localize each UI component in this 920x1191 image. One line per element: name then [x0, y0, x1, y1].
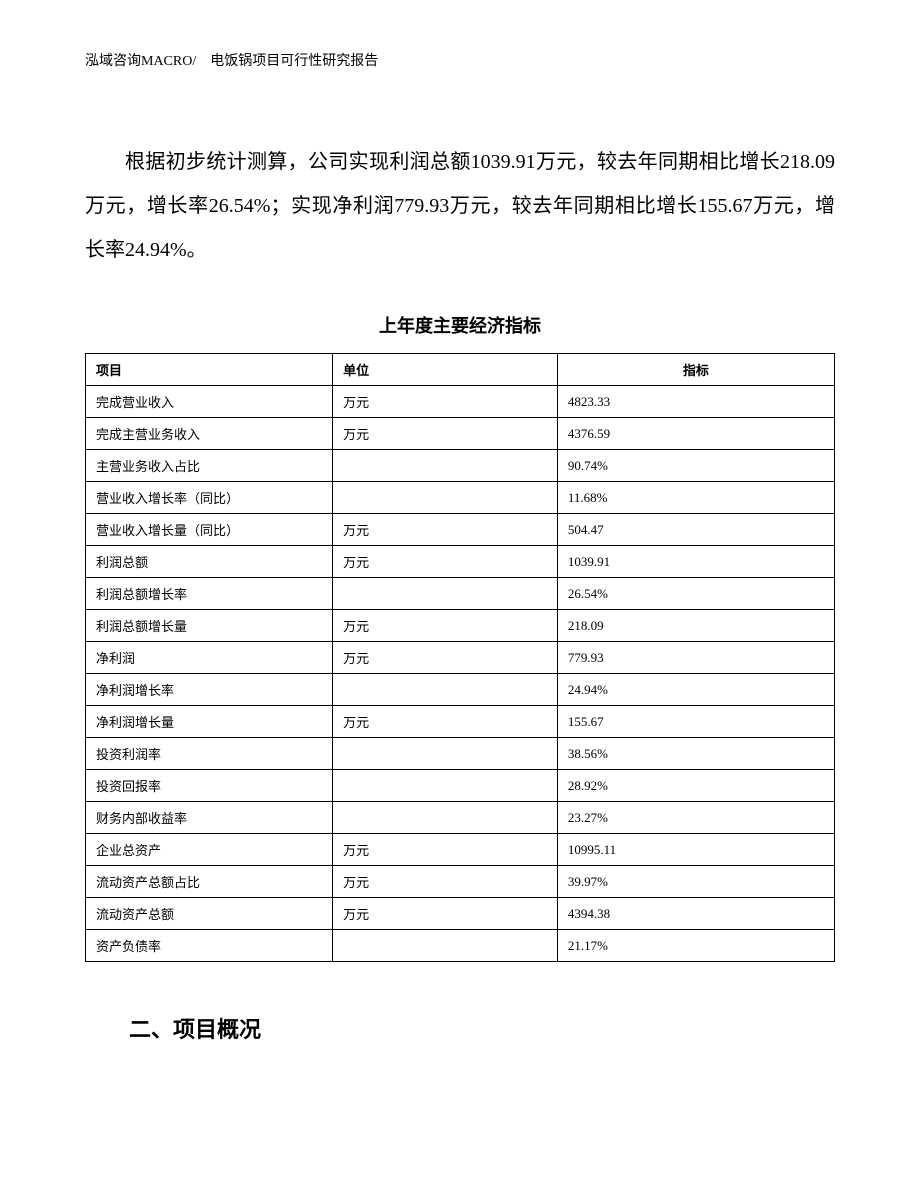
cell-value: 504.47 — [557, 514, 834, 546]
cell-unit: 万元 — [333, 706, 558, 738]
cell-unit — [333, 770, 558, 802]
economic-indicators-table: 项目 单位 指标 完成营业收入万元4823.33完成主营业务收入万元4376.5… — [85, 353, 835, 962]
table-title: 上年度主要经济指标 — [85, 312, 835, 338]
table-row: 流动资产总额占比万元39.97% — [86, 866, 835, 898]
cell-value: 11.68% — [557, 482, 834, 514]
table-row: 利润总额增长率 26.54% — [86, 578, 835, 610]
table-row: 主营业务收入占比 90.74% — [86, 450, 835, 482]
table-row: 完成主营业务收入万元4376.59 — [86, 418, 835, 450]
cell-unit: 万元 — [333, 610, 558, 642]
cell-item: 投资利润率 — [86, 738, 333, 770]
cell-value: 4823.33 — [557, 386, 834, 418]
table-row: 完成营业收入万元4823.33 — [86, 386, 835, 418]
table-row: 净利润增长量万元155.67 — [86, 706, 835, 738]
cell-value: 1039.91 — [557, 546, 834, 578]
table-body: 完成营业收入万元4823.33完成主营业务收入万元4376.59主营业务收入占比… — [86, 386, 835, 962]
cell-item: 营业收入增长量（同比） — [86, 514, 333, 546]
cell-item: 完成营业收入 — [86, 386, 333, 418]
cell-item: 净利润增长率 — [86, 674, 333, 706]
table-row: 净利润增长率 24.94% — [86, 674, 835, 706]
cell-item: 净利润 — [86, 642, 333, 674]
table-row: 营业收入增长量（同比）万元504.47 — [86, 514, 835, 546]
cell-value: 28.92% — [557, 770, 834, 802]
page-header: 泓域咨询MACRO/ 电饭锅项目可行性研究报告 — [85, 50, 835, 70]
cell-item: 财务内部收益率 — [86, 802, 333, 834]
summary-paragraph: 根据初步统计测算，公司实现利润总额1039.91万元，较去年同期相比增长218.… — [85, 140, 835, 272]
column-header-unit: 单位 — [333, 354, 558, 386]
cell-value: 21.17% — [557, 930, 834, 962]
column-header-item: 项目 — [86, 354, 333, 386]
cell-value: 39.97% — [557, 866, 834, 898]
table-row: 企业总资产万元10995.11 — [86, 834, 835, 866]
column-header-value: 指标 — [557, 354, 834, 386]
table-row: 资产负债率 21.17% — [86, 930, 835, 962]
cell-value: 26.54% — [557, 578, 834, 610]
table-row: 营业收入增长率（同比） 11.68% — [86, 482, 835, 514]
cell-unit — [333, 578, 558, 610]
cell-unit — [333, 674, 558, 706]
table-row: 利润总额万元1039.91 — [86, 546, 835, 578]
cell-unit — [333, 802, 558, 834]
cell-item: 完成主营业务收入 — [86, 418, 333, 450]
section-heading: 二、项目概况 — [85, 1012, 835, 1044]
cell-unit — [333, 482, 558, 514]
cell-value: 155.67 — [557, 706, 834, 738]
table-row: 投资回报率 28.92% — [86, 770, 835, 802]
cell-unit — [333, 738, 558, 770]
cell-value: 90.74% — [557, 450, 834, 482]
cell-item: 利润总额增长率 — [86, 578, 333, 610]
cell-item: 利润总额 — [86, 546, 333, 578]
cell-value: 4394.38 — [557, 898, 834, 930]
cell-unit: 万元 — [333, 514, 558, 546]
cell-item: 企业总资产 — [86, 834, 333, 866]
cell-unit — [333, 930, 558, 962]
cell-unit: 万元 — [333, 386, 558, 418]
table-row: 投资利润率 38.56% — [86, 738, 835, 770]
cell-item: 营业收入增长率（同比） — [86, 482, 333, 514]
cell-item: 流动资产总额 — [86, 898, 333, 930]
table-row: 净利润万元779.93 — [86, 642, 835, 674]
cell-unit: 万元 — [333, 898, 558, 930]
cell-item: 投资回报率 — [86, 770, 333, 802]
cell-value: 24.94% — [557, 674, 834, 706]
cell-unit: 万元 — [333, 642, 558, 674]
cell-unit: 万元 — [333, 834, 558, 866]
cell-unit: 万元 — [333, 866, 558, 898]
cell-item: 净利润增长量 — [86, 706, 333, 738]
cell-unit: 万元 — [333, 418, 558, 450]
cell-value: 10995.11 — [557, 834, 834, 866]
cell-item: 流动资产总额占比 — [86, 866, 333, 898]
cell-item: 主营业务收入占比 — [86, 450, 333, 482]
cell-item: 利润总额增长量 — [86, 610, 333, 642]
cell-unit — [333, 450, 558, 482]
cell-value: 23.27% — [557, 802, 834, 834]
table-row: 财务内部收益率 23.27% — [86, 802, 835, 834]
cell-value: 38.56% — [557, 738, 834, 770]
table-row: 流动资产总额万元4394.38 — [86, 898, 835, 930]
cell-value: 779.93 — [557, 642, 834, 674]
cell-value: 4376.59 — [557, 418, 834, 450]
table-header-row: 项目 单位 指标 — [86, 354, 835, 386]
cell-value: 218.09 — [557, 610, 834, 642]
cell-unit: 万元 — [333, 546, 558, 578]
table-row: 利润总额增长量万元218.09 — [86, 610, 835, 642]
cell-item: 资产负债率 — [86, 930, 333, 962]
